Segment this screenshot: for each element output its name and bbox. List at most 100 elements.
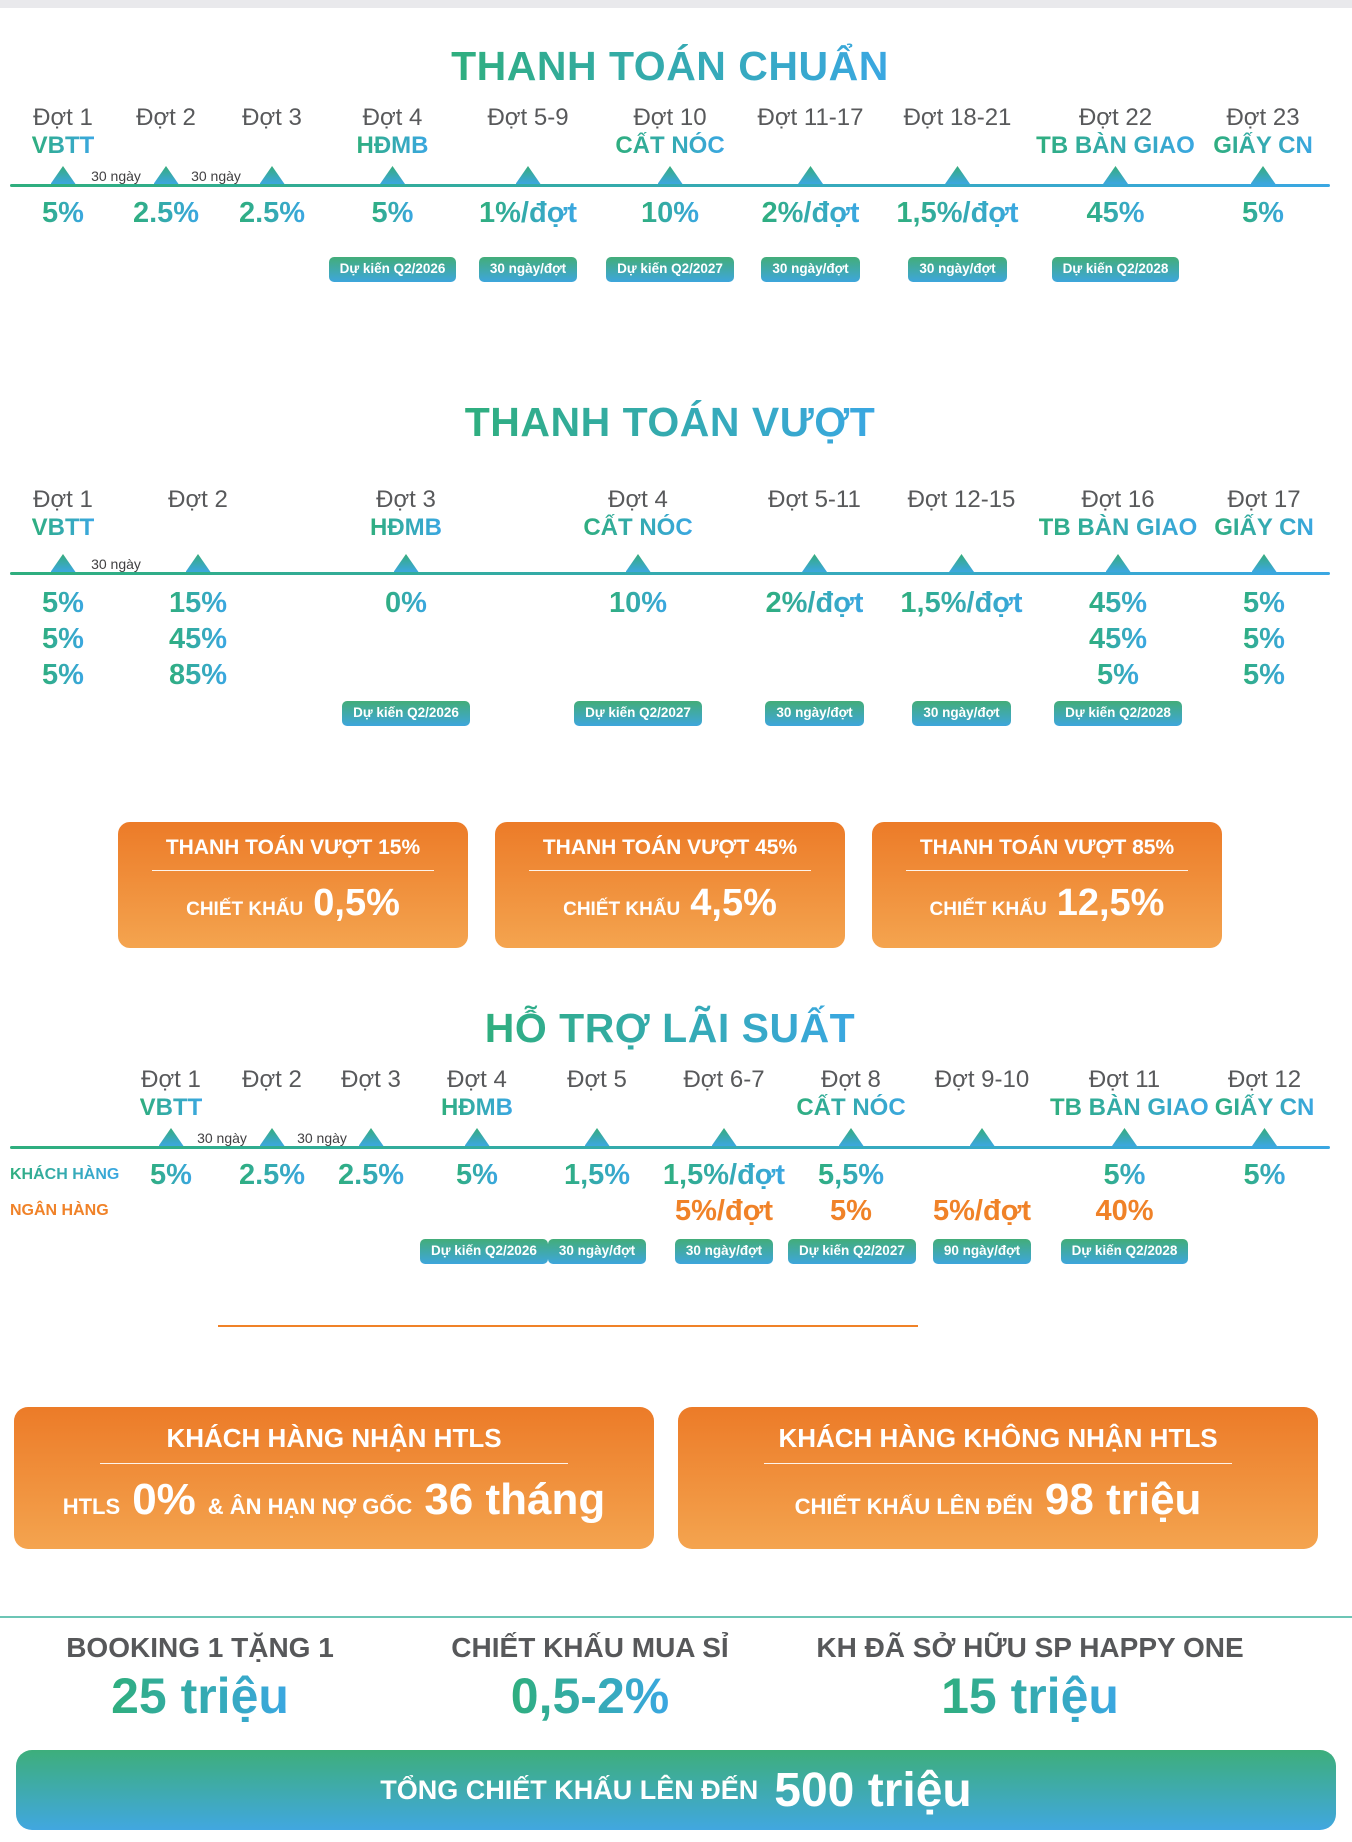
timeline-column	[880, 166, 1035, 184]
timeline-axis	[10, 572, 1330, 575]
payment-value: 45%	[1088, 587, 1148, 619]
timeline-column: Đợt 10	[599, 104, 741, 132]
discount-upto-label: CHIẾT KHẤU LÊN ĐẾN	[794, 1494, 1033, 1519]
timeline-column: 5%	[420, 1157, 534, 1193]
htls-box-title: KHÁCH HÀNG KHÔNG NHẬN HTLS	[778, 1423, 1218, 1453]
payment-value: 1,5%/đợt	[900, 587, 1023, 619]
phase-label: Đợt 2	[242, 1066, 302, 1093]
payment-value: 10%	[608, 587, 668, 619]
payment-value-line: 85%	[116, 657, 280, 693]
htls-box-body: CHIẾT KHẤU LÊN ĐẾN 98 triệu	[694, 1476, 1302, 1531]
milestone-label: GIẤY CN	[1214, 1094, 1315, 1121]
payment-value: 15%	[168, 587, 228, 619]
triangle-marker-icon	[838, 1128, 864, 1146]
payment-value-line: 5%	[10, 657, 116, 693]
timeline-column: Đợt 5	[534, 1066, 660, 1094]
timeline-column: Đợt 9-10	[914, 1066, 1050, 1094]
payment-value-line: 10%	[532, 585, 744, 621]
triangle-marker-icon	[50, 554, 76, 572]
payment-value-line: 1%/đợt	[457, 195, 599, 231]
payment-value: 0%	[385, 587, 427, 619]
timeline-column: 5%	[10, 195, 116, 231]
schedule-badge: Dự kiến Q2/2028	[1060, 1239, 1189, 1264]
interval-label: 30 ngày	[191, 168, 241, 184]
timeline-column	[744, 554, 885, 572]
timeline-column: Đợt 4	[328, 104, 457, 132]
timeline-column	[741, 166, 880, 184]
interval-label: 30 ngày	[91, 556, 141, 572]
schedule-badge: 30 ngày/đợt	[912, 701, 1011, 726]
milestone-label: TB BÀN GIAO	[1050, 1094, 1209, 1121]
triangle-marker-icon	[153, 166, 179, 184]
milestone-label: HĐMB	[441, 1094, 513, 1121]
timeline-column: Đợt 11	[1050, 1066, 1199, 1094]
payment-value: 5%	[1243, 587, 1285, 619]
page-title: THANH TOÁN CHUẨN	[451, 43, 889, 89]
promo-box: THANH TOÁN VƯỢT 45% CHIẾT KHẤU 4,5%	[495, 822, 845, 948]
timeline-column: 0%	[280, 585, 532, 621]
timeline-column: 5%	[1196, 195, 1330, 231]
interval-label: 30 ngày	[297, 1130, 347, 1146]
payment-value: 5%	[42, 659, 84, 691]
customer-rate-value: 5%	[1103, 1159, 1146, 1191]
timeline-column	[1196, 166, 1330, 184]
htls-box-divider	[764, 1463, 1232, 1464]
timeline-column	[532, 554, 744, 572]
payment-value-line: 2%/đợt	[741, 195, 880, 231]
phase-label: Đợt 4	[447, 1066, 507, 1093]
payment-value: 45%	[168, 623, 228, 655]
htls-label: HTLS	[62, 1494, 121, 1519]
timeline-column: 1,5%/đợt	[880, 195, 1035, 231]
row-label-gutter: NGÂN HÀNG	[10, 1193, 120, 1229]
timeline-column: 5% 5% 5%	[10, 585, 116, 693]
offer-value: 25 triệu	[111, 1668, 289, 1724]
timeline-column: Dự kiến Q2/2028	[1035, 257, 1196, 282]
phase-label: Đợt 12	[1227, 1066, 1302, 1093]
triangle-marker-icon	[1112, 1128, 1137, 1146]
section-title-box: THANH TOÁN VƯỢT	[10, 398, 1330, 446]
timeline-column: TB BÀN GIAO	[1038, 514, 1198, 542]
timeline-column	[788, 1128, 914, 1146]
timeline-column	[534, 1128, 660, 1146]
phase-label: Đợt 5-11	[768, 486, 861, 513]
timeline-column: Đợt 1	[10, 104, 116, 132]
payment-value: 5%	[42, 623, 84, 655]
values-row: 5% 5% 5% 15% 45% 85% 0% 10% 2%/đợt 1,5%/đợt 45% 45%…	[10, 585, 1330, 693]
timeline-column: Đợt 17	[1198, 486, 1330, 514]
timeline-column: Dự kiến Q2/2026	[280, 701, 532, 726]
htls-boxes-row: KHÁCH HÀNG NHẬN HTLS HTLS 0% & ÂN HẠN NỢ…	[14, 1407, 1352, 1549]
timeline-column: 10%	[599, 195, 741, 231]
timeline-column: Đợt 18-21	[880, 104, 1035, 132]
timeline-column: Đợt 3	[280, 486, 532, 514]
top-strip	[0, 0, 1352, 8]
timeline-column	[280, 554, 532, 572]
timeline-column: Dự kiến Q2/2028	[1050, 1239, 1199, 1264]
timeline-column: Dự kiến Q2/2027	[788, 1239, 916, 1264]
milestone-label: TB BÀN GIAO	[1038, 514, 1198, 541]
payment-value-line: 5%	[1198, 621, 1330, 657]
triangle-marker-icon	[711, 1128, 737, 1146]
timeline-column	[1050, 1128, 1199, 1146]
bonus-offers-row: BOOKING 1 TẶNG 1 25 triệu CHIẾT KHẤU MUA…	[0, 1632, 1280, 1724]
payment-value: 5%	[1243, 623, 1285, 655]
timeline-column: 45% 45% 5%	[1038, 585, 1198, 693]
timeline-column: 2.5%	[116, 195, 216, 231]
timeline-column: TB BÀN GIAO	[1035, 132, 1196, 160]
promo-box: THANH TOÁN VƯỢT 85% CHIẾT KHẤU 12,5%	[872, 822, 1222, 948]
phase-label: Đợt 23	[1226, 104, 1300, 131]
timeline-column: 1,5%/đợt	[660, 1157, 788, 1193]
values-row: 5% 2.5% 2.5% 5% 1%/đợt 10% 2%/đợt 1,5%/đợt 45% 5%	[10, 195, 1330, 231]
payment-value-line: 2.5%	[116, 195, 216, 231]
customer-rate-value: 5,5%	[817, 1159, 885, 1191]
timeline-column: 2%/đợt	[741, 195, 880, 231]
timeline-axis	[10, 184, 1330, 187]
htls-box-divider	[100, 1463, 568, 1464]
schedule-badge: Dự kiến Q2/2026	[420, 1239, 548, 1264]
customer-rate-value: 5%	[456, 1159, 498, 1191]
triangle-marker-icon	[1252, 1128, 1277, 1146]
promo-body: CHIẾT KHẤU 0,5%	[132, 881, 454, 932]
customer-rate-value: 1,5%/đợt	[662, 1159, 786, 1191]
payment-value-line: 15%	[116, 585, 280, 621]
teal-divider	[0, 1616, 1352, 1618]
timeline-column: Đợt 4	[420, 1066, 534, 1094]
